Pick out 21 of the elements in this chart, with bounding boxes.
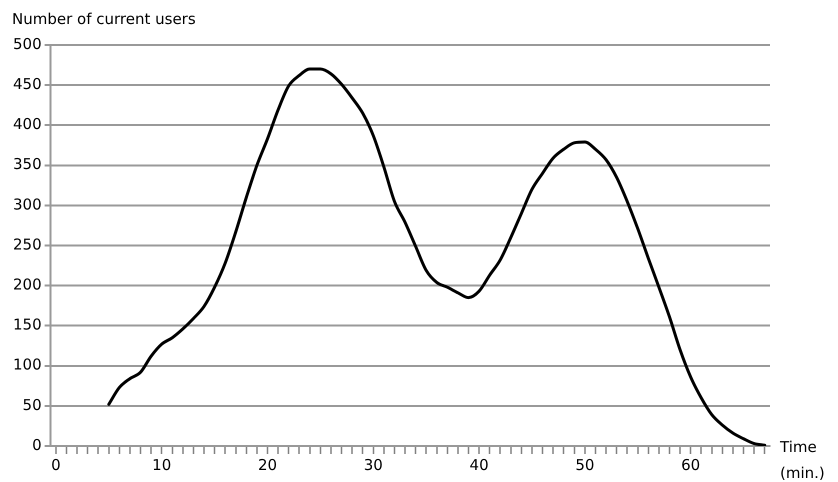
y-axis-title: Number of current users <box>12 10 196 28</box>
x-tick-label: 50 <box>575 456 594 474</box>
y-tick-label: 50 <box>22 396 42 414</box>
y-tick-label: 100 <box>12 356 42 374</box>
line-series <box>107 68 766 446</box>
x-axis-title: Time (min.) <box>779 438 825 482</box>
x-tick-label: 10 <box>152 456 172 474</box>
x-tick-label: 30 <box>364 456 383 474</box>
y-tick-label: 0 <box>32 436 42 454</box>
y-tick-label: 500 <box>12 34 42 53</box>
y-tick-label: 150 <box>12 316 42 334</box>
x-tick-label: 20 <box>258 456 278 474</box>
y-tick-label: 200 <box>12 275 42 294</box>
x-tick-label: 0 <box>51 456 61 474</box>
y-tick-label: 350 <box>12 155 42 174</box>
y-tick-label: 300 <box>12 195 42 214</box>
y-tick-label: 400 <box>12 115 42 134</box>
y-tick-label: 250 <box>12 235 42 254</box>
x-tick-label: 40 <box>470 456 489 474</box>
y-tick-label: 450 <box>12 74 42 93</box>
x-tick-label: 60 <box>681 456 700 474</box>
